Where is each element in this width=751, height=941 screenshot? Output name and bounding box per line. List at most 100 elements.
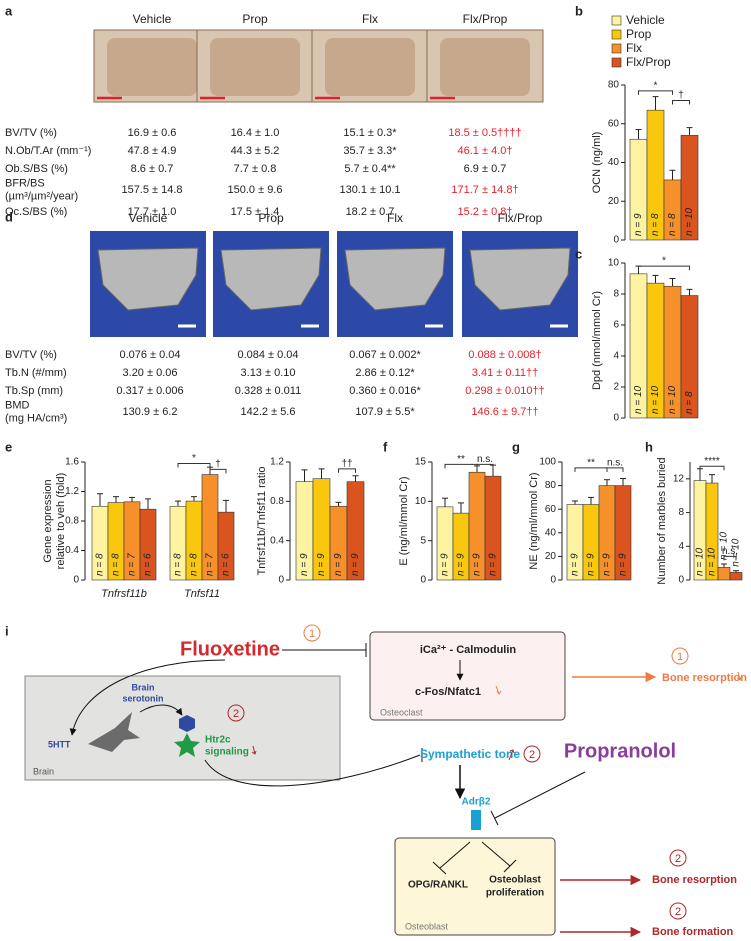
significance: *	[192, 453, 196, 464]
down-arrow	[736, 671, 742, 681]
panel-label: c	[575, 246, 582, 261]
receptor-label: signaling	[205, 747, 249, 758]
y-axis-label: NE (ng/ml/mmol Cr)	[528, 472, 540, 569]
section	[210, 38, 300, 96]
bar	[139, 508, 157, 581]
y-tick-label: 0.4	[270, 535, 284, 546]
receptor: Adrβ2	[462, 797, 491, 808]
table-cell: 171.7 ± 14.8†	[451, 184, 518, 196]
row-label: (mg HA/cm³)	[5, 412, 67, 424]
row-label: N.Ob/T.Ar (mm⁻¹)	[5, 145, 91, 157]
diagram: Fluoxetine 1 iCa²⁺ - Calmodulin c-Fos/Nf…	[24, 624, 747, 938]
row-label: BFR/BS	[5, 177, 45, 189]
significance: **	[587, 458, 595, 469]
table-cell: 146.6 ± 9.7††	[471, 406, 538, 418]
y-tick-label: 4	[613, 351, 619, 362]
table-cell: 0.298 ± 0.010††	[465, 385, 544, 397]
table-cell: 0.328 ± 0.011	[235, 385, 301, 397]
significance: n.s.	[607, 458, 623, 469]
n-label: n = 8	[650, 213, 661, 236]
row-label: Ob.S/BS (%)	[5, 163, 68, 175]
bar	[217, 511, 235, 581]
y-tick-label: 40	[545, 527, 557, 538]
arrow	[69, 659, 226, 736]
n-label: n = 8	[111, 553, 122, 576]
step-circle	[671, 647, 689, 665]
n-label: n = 10	[633, 385, 644, 414]
table-cell: 35.7 ± 3.3*	[343, 145, 397, 157]
inhibition	[494, 771, 586, 819]
table-cell: 0.088 ± 0.008†	[468, 349, 541, 361]
step-number: 1	[677, 651, 683, 663]
y-tick-label: 0	[613, 413, 619, 424]
row-label: Tb.N (#/mm)	[5, 367, 67, 379]
legend-swatch	[611, 15, 622, 26]
step-circle	[669, 902, 687, 920]
step-number: 2	[233, 708, 239, 720]
x-tick-label: Tnfrsf11b	[101, 588, 147, 600]
n-label: n = 9	[456, 553, 467, 576]
y-axis-label: Number of marbles buried	[656, 457, 668, 584]
significance: ††	[341, 459, 352, 470]
column-header: Flx	[362, 12, 378, 26]
inhibition	[490, 810, 499, 826]
table-cell: 0.360 ± 0.016*	[349, 385, 421, 397]
n-label: n = 7	[127, 553, 138, 576]
osteoblast-box	[394, 837, 556, 936]
significance-bracket	[638, 90, 673, 95]
images	[90, 29, 578, 337]
receptor	[174, 733, 200, 757]
y-tick-label: 80	[608, 80, 620, 91]
serotonin: serotonin	[122, 693, 163, 703]
y-axis-label: E (ng/ml/mmol Cr)	[398, 476, 410, 565]
column-header: Flx/Prop	[463, 12, 508, 26]
significance-bracket	[672, 100, 690, 105]
table-cell: 0.076 ± 0.04	[119, 349, 180, 361]
step-number: 2	[675, 906, 681, 918]
panel-label: b	[575, 3, 583, 18]
significance-bracket	[606, 467, 624, 472]
n-label: n = 9	[316, 553, 327, 576]
column-header: Prop	[242, 12, 268, 26]
y-tick-label: 10	[415, 496, 427, 507]
n-label: n = 10	[719, 531, 730, 560]
n-label: n = 10	[684, 207, 695, 236]
column-header: Vehicle	[133, 12, 172, 26]
box-label: Osteoblast	[405, 921, 449, 931]
significance: †	[215, 459, 221, 470]
y-axis-label: relative to veh (fold)	[55, 473, 67, 570]
n-label: n = 10	[695, 547, 706, 576]
signal: iCa²⁺ - Calmodulin	[420, 644, 517, 656]
bar	[680, 135, 699, 241]
receptor-icon	[471, 810, 481, 830]
table-cell: 130.9 ± 6.2	[123, 406, 178, 418]
row-label: (µm³/µm²/year)	[5, 190, 78, 202]
y-tick-label: 1.6	[65, 457, 79, 468]
y-tick-label: 80	[545, 480, 557, 491]
n-label: n = 9	[570, 553, 581, 576]
y-tick-label: 1.2	[65, 486, 79, 497]
table-cell: 5.7 ± 0.4**	[344, 163, 396, 175]
proliferation: proliferation	[486, 888, 544, 899]
y-tick-label: 0.8	[65, 516, 79, 527]
step-circle	[303, 624, 321, 642]
bar	[614, 485, 632, 581]
panel-label: a	[5, 3, 13, 18]
bar	[484, 475, 502, 581]
y-tick-label: 0.8	[270, 496, 284, 507]
significance-bracket	[338, 468, 356, 473]
table-cell: 3.41 ± 0.11††	[472, 367, 538, 379]
y-tick-label: 8	[678, 507, 684, 518]
y-tick-label: 8	[613, 289, 619, 300]
n-label: n = 10	[731, 538, 742, 567]
osteoclast-box	[369, 631, 566, 721]
serotonin-molecule	[179, 715, 195, 732]
legend-swatch	[611, 57, 622, 68]
panel-label: f	[383, 439, 388, 454]
receptor-label: Htr2c	[205, 735, 231, 746]
y-tick-label: 2	[613, 382, 619, 393]
sympathetic: Sympathetic tone	[420, 747, 520, 761]
n-label: n = 9	[586, 553, 597, 576]
inhibition	[432, 861, 447, 875]
n-label: n = 8	[189, 553, 200, 576]
